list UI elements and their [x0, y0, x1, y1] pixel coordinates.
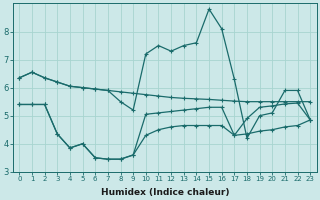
X-axis label: Humidex (Indice chaleur): Humidex (Indice chaleur): [100, 188, 229, 197]
